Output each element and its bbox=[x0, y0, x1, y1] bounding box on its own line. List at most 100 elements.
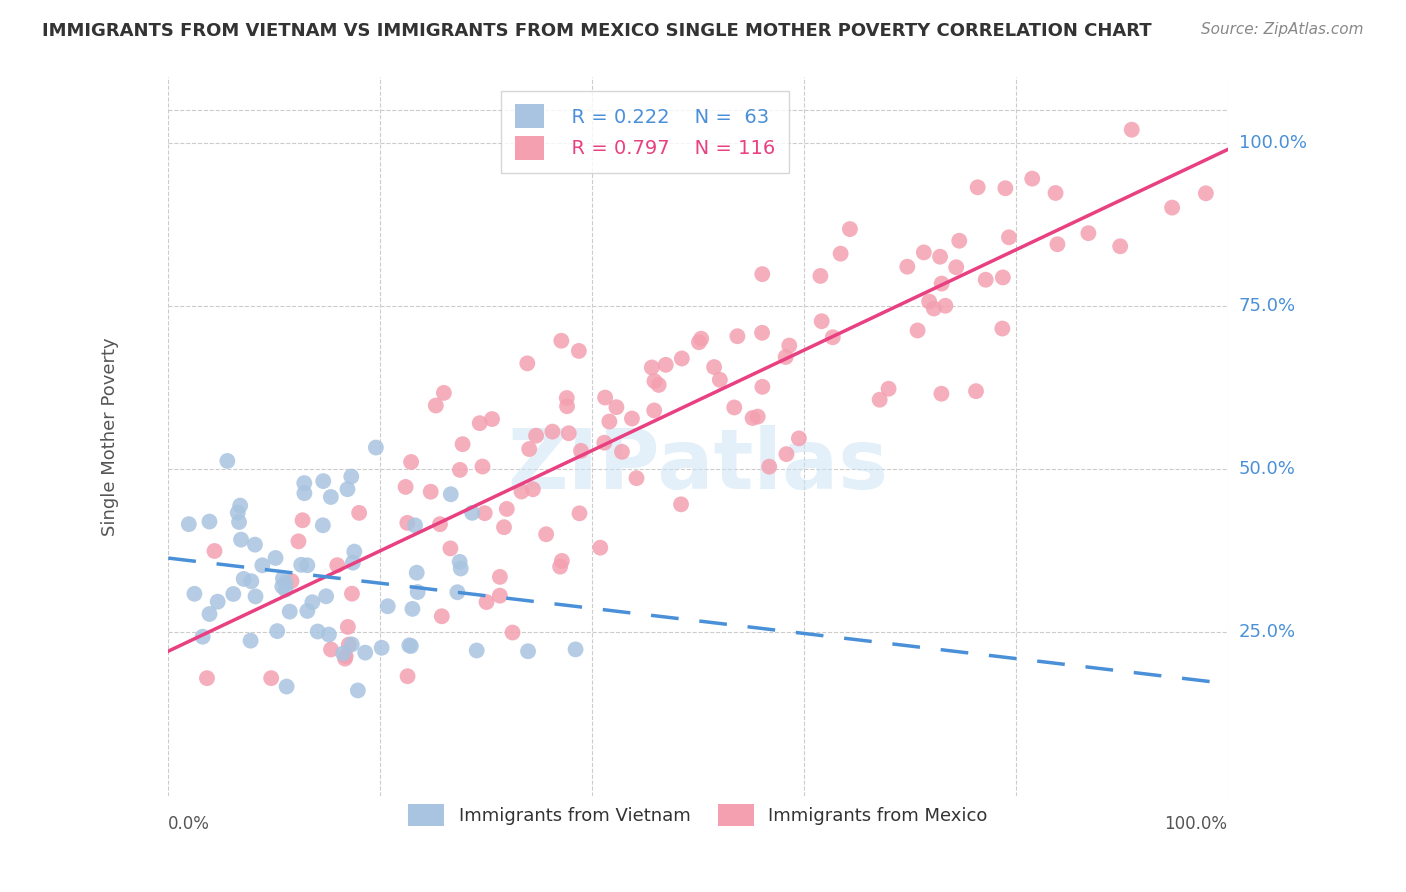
Point bbox=[1161, 201, 1184, 215]
Point bbox=[1121, 122, 1143, 136]
Point bbox=[787, 431, 810, 445]
Point bbox=[555, 399, 578, 413]
Point bbox=[377, 599, 399, 614]
Point bbox=[643, 374, 665, 388]
Point bbox=[1045, 186, 1067, 200]
Point bbox=[399, 455, 422, 469]
Text: 25.0%: 25.0% bbox=[1239, 624, 1296, 641]
Text: 50.0%: 50.0% bbox=[1239, 460, 1295, 478]
Point bbox=[934, 299, 956, 313]
Point bbox=[641, 360, 664, 375]
Point bbox=[343, 544, 366, 558]
Point bbox=[517, 442, 540, 456]
Point bbox=[333, 651, 356, 665]
Point bbox=[489, 589, 512, 603]
Point bbox=[610, 444, 633, 458]
Point bbox=[492, 520, 515, 534]
Point bbox=[965, 384, 987, 399]
Point bbox=[315, 589, 337, 603]
Point bbox=[550, 334, 572, 348]
Point bbox=[449, 463, 471, 477]
Point bbox=[340, 587, 363, 601]
Point bbox=[319, 642, 342, 657]
Point bbox=[370, 640, 392, 655]
Point bbox=[291, 513, 314, 527]
Point bbox=[399, 639, 422, 653]
Point bbox=[1077, 226, 1099, 240]
Point bbox=[541, 425, 564, 439]
Point bbox=[394, 480, 416, 494]
Point bbox=[449, 555, 471, 569]
Point bbox=[655, 358, 678, 372]
Point bbox=[198, 607, 221, 621]
Point bbox=[931, 386, 953, 401]
Point bbox=[406, 585, 429, 599]
Point bbox=[222, 587, 245, 601]
Point bbox=[703, 359, 725, 374]
Point bbox=[495, 502, 517, 516]
Point bbox=[297, 558, 319, 573]
Point bbox=[830, 246, 852, 260]
Point bbox=[671, 351, 693, 366]
Point bbox=[474, 506, 496, 520]
Point bbox=[287, 534, 309, 549]
Point bbox=[896, 260, 918, 274]
Point bbox=[945, 260, 967, 275]
Text: Single Mother Poverty: Single Mother Poverty bbox=[101, 337, 120, 536]
Point bbox=[838, 222, 860, 236]
Point bbox=[271, 579, 294, 593]
Point bbox=[751, 267, 773, 281]
Point bbox=[204, 544, 226, 558]
Point bbox=[264, 551, 287, 566]
Point bbox=[450, 561, 472, 575]
Point bbox=[741, 411, 763, 425]
Point bbox=[336, 620, 359, 634]
Point bbox=[568, 506, 591, 520]
Point bbox=[312, 518, 335, 533]
Point bbox=[877, 382, 900, 396]
Text: Source: ZipAtlas.com: Source: ZipAtlas.com bbox=[1201, 22, 1364, 37]
Point bbox=[534, 527, 557, 541]
Point bbox=[278, 605, 301, 619]
Point bbox=[340, 637, 363, 651]
Point bbox=[364, 441, 387, 455]
Point bbox=[929, 250, 952, 264]
Point bbox=[751, 380, 773, 394]
Point bbox=[568, 343, 591, 358]
Point bbox=[347, 506, 370, 520]
Point bbox=[335, 648, 357, 663]
Point bbox=[517, 644, 540, 658]
Point bbox=[226, 506, 249, 520]
Point bbox=[821, 330, 844, 344]
Point bbox=[907, 323, 929, 337]
Point bbox=[301, 595, 323, 609]
Point bbox=[405, 566, 427, 580]
Point bbox=[994, 181, 1017, 195]
Point bbox=[354, 646, 377, 660]
Point bbox=[778, 338, 800, 352]
Point bbox=[430, 609, 453, 624]
Point bbox=[593, 435, 616, 450]
Point bbox=[991, 321, 1014, 335]
Point bbox=[948, 234, 970, 248]
Point bbox=[475, 595, 498, 609]
Point bbox=[312, 474, 335, 488]
Point bbox=[998, 230, 1021, 244]
Point bbox=[260, 671, 283, 685]
Point bbox=[429, 517, 451, 532]
Point bbox=[516, 356, 538, 370]
Point bbox=[398, 638, 420, 652]
Point bbox=[690, 332, 713, 346]
Point bbox=[252, 558, 274, 573]
Point bbox=[510, 484, 533, 499]
Point bbox=[290, 558, 312, 572]
Point bbox=[643, 403, 665, 417]
Point bbox=[912, 245, 935, 260]
Point bbox=[1109, 239, 1132, 253]
Point bbox=[918, 294, 941, 309]
Point bbox=[461, 506, 484, 520]
Text: ZIPatlas: ZIPatlas bbox=[508, 425, 889, 506]
Point bbox=[332, 647, 354, 661]
Point bbox=[425, 399, 447, 413]
Point bbox=[502, 625, 524, 640]
